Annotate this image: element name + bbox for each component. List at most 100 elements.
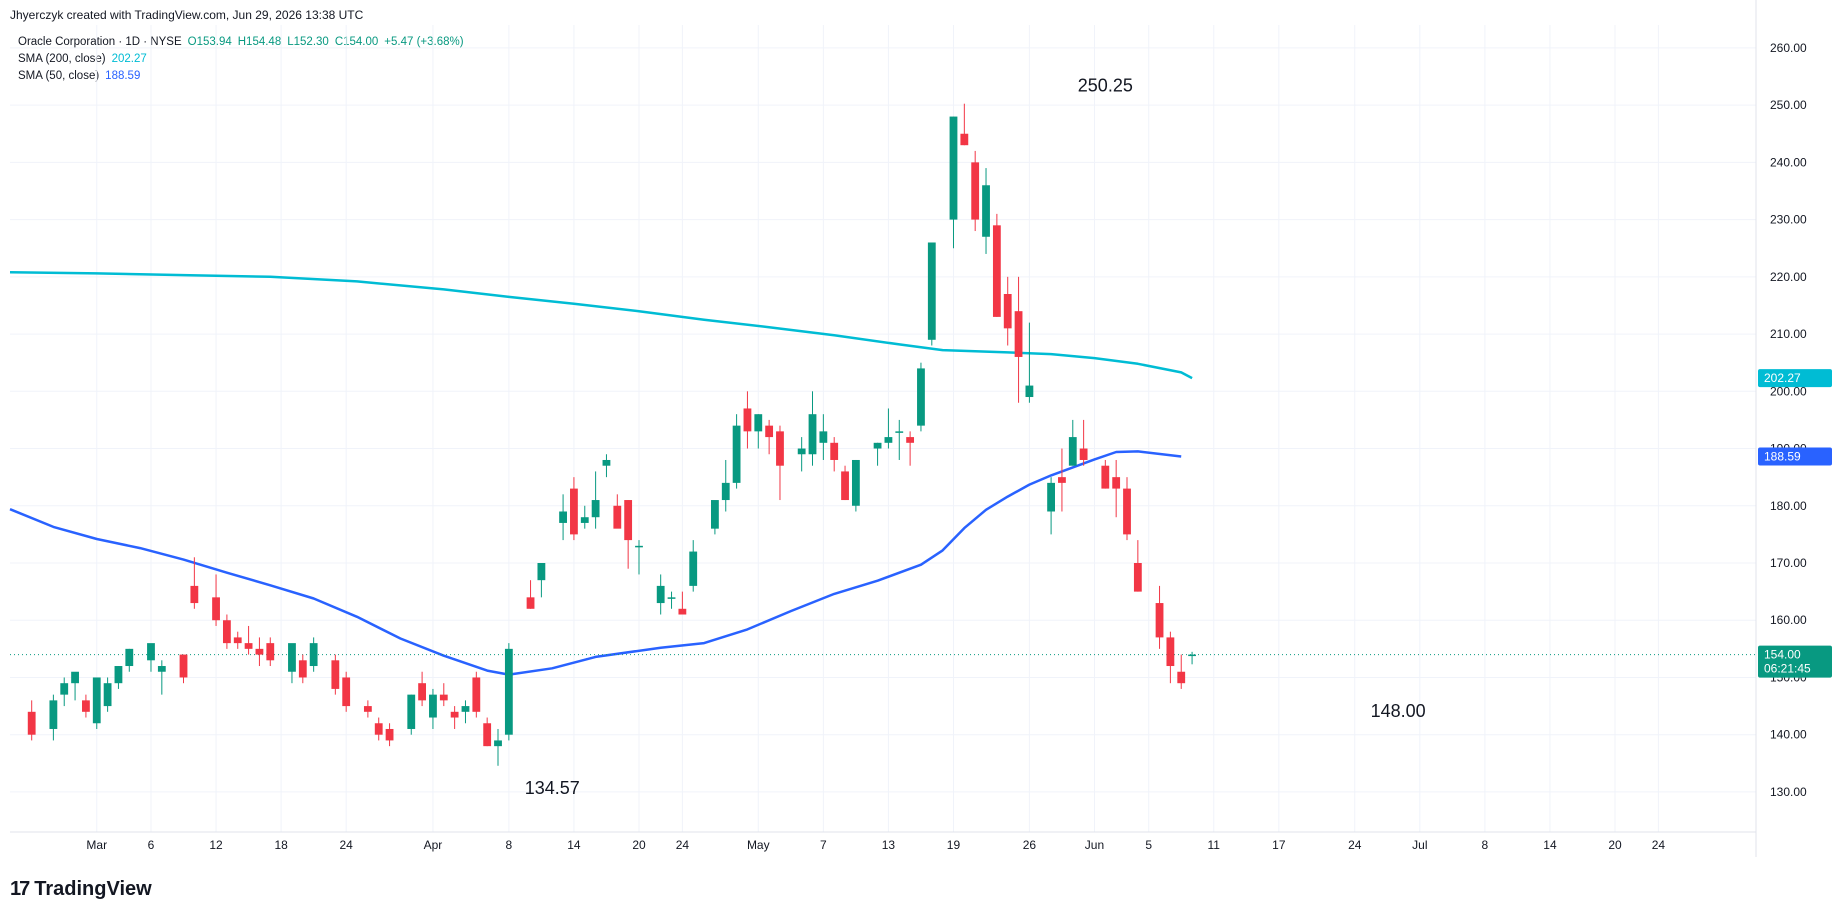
candle-body: [711, 500, 719, 529]
candle: [808, 391, 817, 466]
candle-body: [732, 425, 741, 483]
candle-body: [559, 511, 567, 523]
time-tick-label: 20: [1608, 838, 1622, 852]
candle-body: [71, 671, 79, 684]
price-annotation: 134.57: [525, 778, 580, 798]
time-tick-label: 8: [1482, 838, 1489, 852]
candle: [613, 494, 622, 529]
time-tick-label: Mar: [86, 838, 107, 852]
sma200-line: [9, 271, 1193, 380]
candle-body: [1188, 654, 1196, 657]
sma200-badge: [1758, 369, 1832, 388]
candle-body: [418, 683, 427, 701]
open-value: O153.94: [187, 36, 232, 48]
candle: [1014, 276, 1023, 403]
candle-body: [114, 666, 123, 684]
candle: [526, 580, 535, 609]
price-tick-label: 180.00: [1770, 499, 1807, 513]
time-tick-label: 5: [1145, 838, 1152, 852]
tradingview-logo[interactable]: 17 TradingView: [10, 878, 152, 901]
candle-body: [385, 728, 394, 741]
candle-body: [1133, 563, 1142, 592]
candle-body: [179, 654, 188, 678]
candle-body: [917, 368, 925, 426]
time-tick-label: 26: [1023, 838, 1037, 852]
candle-body: [776, 431, 784, 466]
candle-body: [1112, 477, 1121, 489]
candle: [288, 643, 296, 684]
candle-body: [765, 425, 774, 438]
time-tick-label: 24: [1652, 838, 1666, 852]
candle: [895, 419, 904, 460]
candle-body: [591, 500, 600, 518]
candle: [656, 574, 665, 615]
candle-body: [342, 677, 351, 707]
candle-body: [429, 694, 437, 718]
candle: [754, 414, 763, 449]
candle: [776, 425, 784, 501]
candle: [179, 654, 188, 684]
candle: [450, 706, 459, 729]
candle-body: [667, 597, 676, 599]
time-tick-label: 8: [506, 838, 513, 852]
candle-body: [819, 431, 828, 443]
candle-body: [906, 437, 915, 443]
candle: [591, 471, 600, 529]
candle-body: [797, 448, 806, 455]
candle: [504, 643, 513, 741]
time-tick-label: 17: [1272, 838, 1286, 852]
time-tick-label: Jun: [1085, 838, 1104, 852]
candle-body: [125, 648, 134, 667]
tradingview-logo-text: TradingView: [34, 878, 152, 900]
time-tick-label: Jul: [1412, 838, 1427, 852]
candle: [49, 694, 58, 741]
time-tick-label: 19: [947, 838, 961, 852]
candle: [244, 625, 253, 655]
candle-body: [635, 545, 643, 548]
candle: [92, 677, 101, 729]
candle-body: [678, 608, 687, 615]
candle-body: [1014, 311, 1023, 357]
time-tick-label: May: [747, 838, 770, 852]
price-tick-label: 230.00: [1770, 213, 1807, 227]
candle: [71, 671, 79, 701]
candle-body: [233, 637, 242, 644]
candle: [992, 213, 1001, 317]
candle-body: [222, 620, 231, 644]
time-tick-label: 14: [567, 838, 581, 852]
legend-sma200-row[interactable]: SMA (200, close) 202.27: [18, 51, 470, 68]
candle-body: [992, 225, 1001, 317]
candle-body: [1003, 294, 1012, 329]
high-value: H154.48: [237, 36, 282, 48]
candle: [212, 574, 220, 626]
candle: [233, 631, 242, 649]
candle: [190, 557, 199, 609]
candle-body: [1047, 482, 1055, 512]
candle: [906, 431, 915, 466]
candle: [1025, 322, 1034, 403]
candle-body: [526, 597, 535, 609]
time-tick-label: 6: [148, 838, 155, 852]
price-tick-label: 240.00: [1770, 155, 1807, 169]
sma200-value: 202.27: [111, 53, 147, 65]
candle-body: [92, 677, 101, 724]
time-tick-label: 13: [882, 838, 896, 852]
legend-sma50-row[interactable]: SMA (50, close) 188.59: [18, 68, 470, 85]
candle-body: [461, 706, 470, 712]
candle-body: [60, 683, 69, 695]
candle: [884, 408, 893, 449]
candle-body: [450, 711, 459, 718]
last-price-badge: [1758, 645, 1832, 678]
candle: [342, 671, 351, 712]
candle-body: [743, 408, 752, 432]
candle: [559, 494, 567, 541]
candle-body: [309, 643, 318, 667]
candle-body: [266, 643, 275, 661]
candle: [1047, 477, 1055, 535]
sma50-badge: [1758, 447, 1832, 466]
candle: [917, 362, 925, 432]
last-price-badge-label: 154.00: [1764, 648, 1801, 662]
time-tick-label: 14: [1543, 838, 1557, 852]
low-value: L152.30: [287, 36, 329, 48]
